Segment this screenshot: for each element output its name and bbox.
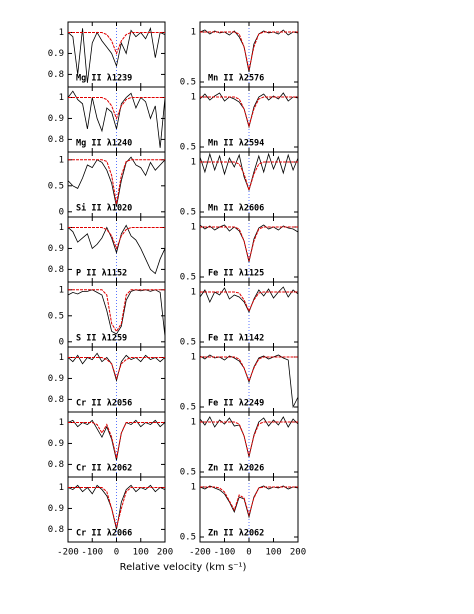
line-label: Mn II λ2594 — [208, 139, 264, 149]
line-label: Mg II λ1240 — [76, 139, 132, 149]
y-tick-label: 1 — [191, 288, 196, 298]
x-tick-label: -200 — [57, 548, 79, 558]
spectrum — [67, 419, 166, 461]
spectrum — [67, 156, 166, 207]
y-tick-label: 1 — [191, 418, 196, 428]
fit-line — [200, 486, 298, 517]
y-tick-label: 0.5 — [180, 78, 196, 88]
y-tick-label: 0.8 — [48, 460, 64, 470]
line-label: Zn II λ2026 — [208, 464, 264, 474]
x-tick-label: 0 — [246, 548, 251, 558]
spectrum — [199, 416, 299, 458]
y-tick-label: 0.5 — [180, 533, 196, 543]
spectrum — [67, 26, 166, 83]
line-label: Fe II λ1125 — [208, 269, 264, 279]
y-tick-label: 1 — [59, 223, 64, 233]
line-label: Fe II λ2249 — [208, 399, 264, 409]
fit-line — [200, 161, 298, 192]
line-label: Si II λ1020 — [76, 203, 132, 214]
y-tick-label: 0.9 — [48, 504, 64, 514]
line-label: Fe II λ1142 — [208, 334, 264, 344]
y-tick-label: 1 — [191, 93, 196, 103]
fit-line — [68, 356, 165, 381]
fit-line — [200, 421, 298, 457]
y-tick-label: 1 — [191, 223, 196, 233]
fit-line — [200, 226, 298, 262]
spectrum — [199, 92, 299, 129]
spectrum — [199, 29, 299, 73]
x-axis-label: Relative velocity (km s⁻¹) — [120, 562, 247, 573]
x-tick-label: -100 — [214, 548, 236, 558]
x-tick-label: 0 — [114, 548, 119, 558]
x-tick-label: -100 — [81, 548, 103, 558]
y-tick-label: 0.8 — [48, 135, 64, 145]
line-label: Mn II λ2576 — [208, 74, 264, 84]
y-tick-label: 0.5 — [180, 468, 196, 478]
spectrum — [67, 289, 166, 337]
spectrum — [67, 224, 166, 275]
y-tick-label: 1 — [59, 93, 64, 103]
x-tick-label: 200 — [157, 548, 173, 558]
fit-line — [68, 289, 165, 333]
x-tick-label: 100 — [133, 548, 149, 558]
y-tick-label: 1 — [59, 155, 64, 165]
y-tick-label: 0.5 — [180, 273, 196, 283]
x-tick-label: 200 — [290, 548, 306, 558]
line-label: Cr II λ2056 — [76, 399, 132, 409]
y-tick-label: 0.9 — [48, 244, 64, 254]
fit-line — [68, 226, 165, 250]
line-label: Cr II λ2066 — [76, 529, 132, 539]
y-tick-label: 0.9 — [48, 374, 64, 384]
fit-line — [68, 421, 165, 459]
line-label: Zn II λ2062 — [208, 529, 264, 539]
fit-line — [68, 96, 165, 120]
y-tick-label: 0.8 — [48, 265, 64, 275]
line-label: P II λ1152 — [76, 269, 127, 279]
line-label: Mg II λ1239 — [76, 74, 132, 84]
y-tick-label: 0.8 — [48, 525, 64, 535]
spectrum — [199, 354, 299, 409]
y-tick-label: 1 — [191, 158, 196, 168]
y-tick-label: 0.5 — [48, 311, 64, 321]
y-tick-label: 0.9 — [48, 49, 64, 59]
y-tick-label: 1 — [191, 483, 196, 493]
spectrum — [199, 152, 299, 192]
y-tick-label: 0.5 — [180, 143, 196, 153]
y-tick-label: 0.5 — [48, 181, 64, 191]
fit-line — [200, 291, 298, 313]
fit-line — [68, 159, 165, 205]
y-tick-label: 0 — [59, 207, 64, 217]
fit-line — [68, 31, 165, 55]
y-tick-label: 1 — [59, 285, 64, 295]
y-tick-label: 1 — [59, 28, 64, 38]
x-tick-label: 100 — [265, 548, 281, 558]
spectrum — [67, 352, 166, 383]
spectrum — [199, 286, 299, 314]
y-tick-label: 0.5 — [180, 208, 196, 218]
y-tick-label: 0.5 — [180, 338, 196, 348]
y-tick-label: 0.9 — [48, 439, 64, 449]
y-tick-label: 0 — [59, 337, 64, 347]
spectrum — [67, 90, 166, 148]
spectrum — [67, 484, 166, 530]
line-label: Cr II λ2062 — [76, 464, 132, 474]
y-tick-label: 0.8 — [48, 395, 64, 405]
line-label: S II λ1259 — [76, 334, 127, 344]
fit-line — [200, 96, 298, 128]
y-tick-label: 1 — [59, 418, 64, 428]
fit-line — [68, 486, 165, 528]
y-tick-label: 1 — [59, 353, 64, 363]
line-label: Mn II λ2606 — [208, 204, 264, 214]
y-tick-label: 0.8 — [48, 70, 64, 80]
y-tick-label: 0.5 — [180, 403, 196, 413]
fit-line — [200, 356, 298, 383]
y-tick-label: 1 — [59, 483, 64, 493]
fit-line — [200, 31, 298, 71]
y-tick-label: 1 — [191, 28, 196, 38]
y-tick-label: 0.9 — [48, 114, 64, 124]
y-tick-label: 1 — [191, 353, 196, 363]
x-tick-label: -200 — [189, 548, 211, 558]
